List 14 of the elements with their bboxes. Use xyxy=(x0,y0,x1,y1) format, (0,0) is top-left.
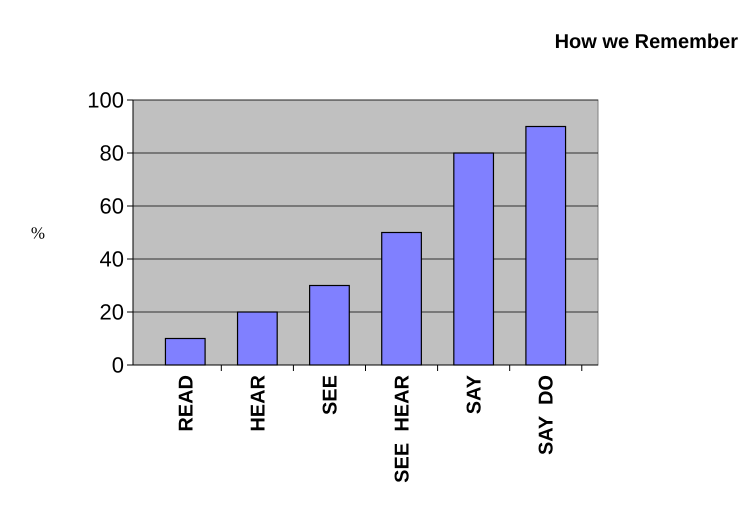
y-tick-label: 40 xyxy=(100,246,124,272)
x-tick-label: SAY xyxy=(464,374,486,414)
y-tick-label: 100 xyxy=(87,88,124,113)
x-tick-label: READ xyxy=(175,375,198,432)
x-tick-label: SEE xyxy=(319,375,342,416)
y-tick-label: 0 xyxy=(112,352,124,378)
x-tick-label: SEE HEAR xyxy=(392,374,414,483)
y-axis-title: % xyxy=(30,223,46,242)
y-tick-label: 60 xyxy=(100,194,124,219)
x-tick-label: SAY DO xyxy=(536,375,558,456)
y-tick-label: 20 xyxy=(100,300,124,325)
y-tick-label: 80 xyxy=(100,140,124,166)
x-tick-label: HEAR xyxy=(247,374,270,432)
text: How we Remember xyxy=(554,31,738,53)
